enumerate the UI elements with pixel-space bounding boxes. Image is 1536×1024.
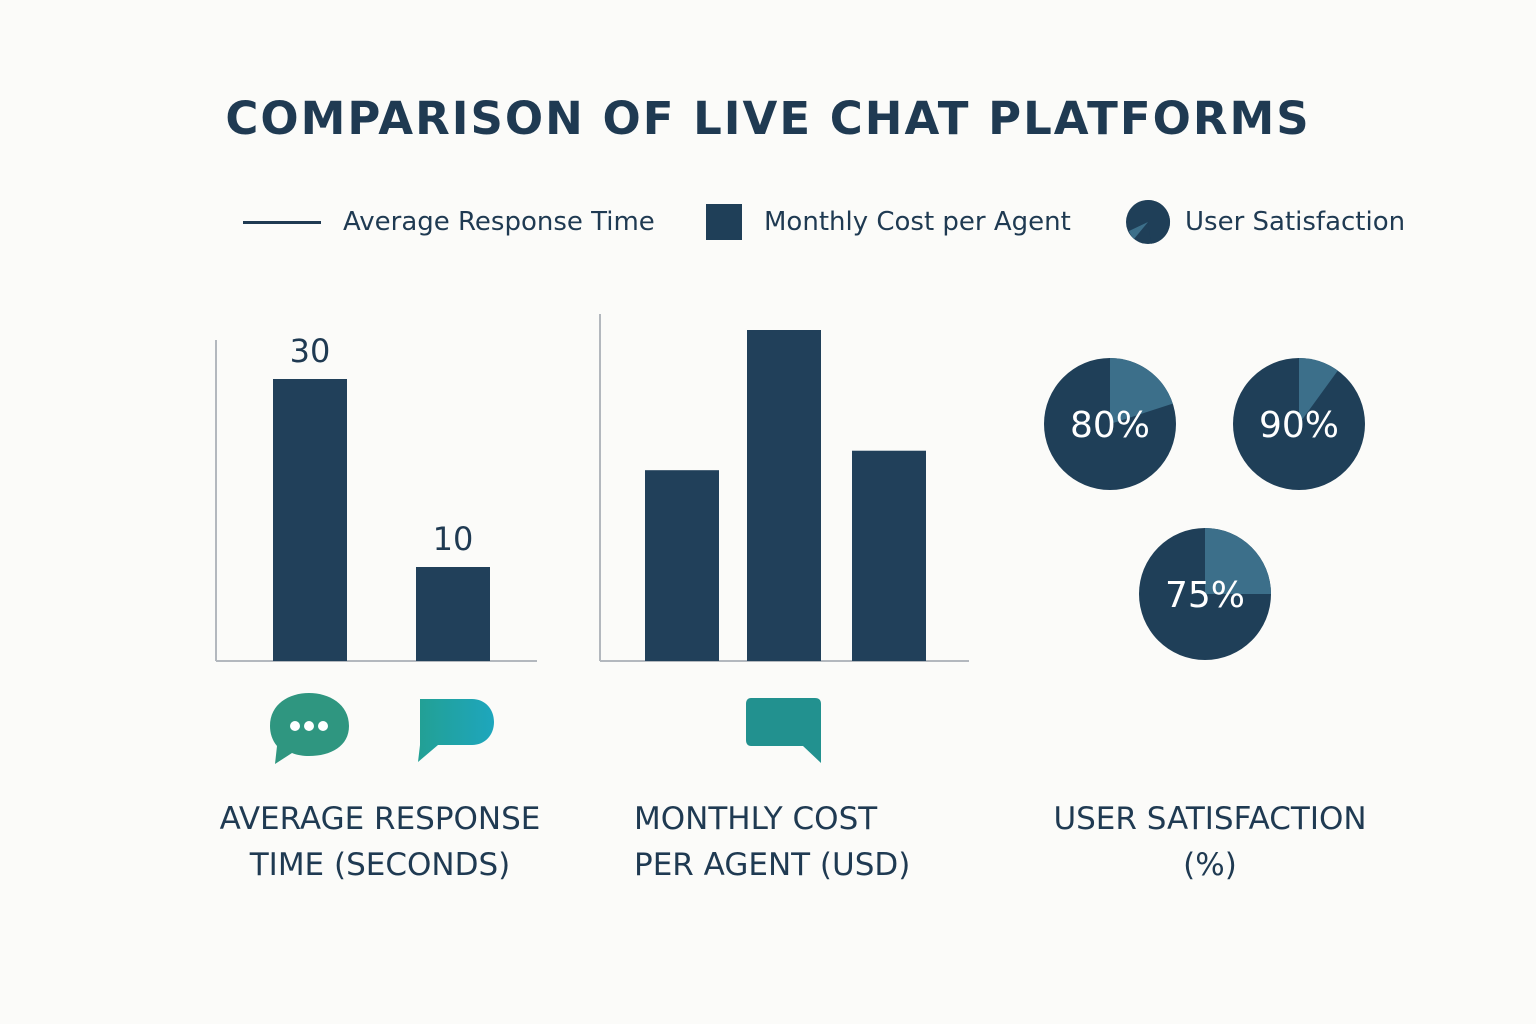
chat-bubble-dots-icon [270, 693, 349, 764]
caption-cost-line2: PER AGENT (USD) [634, 847, 911, 883]
pie-remainder-slice-3 [1205, 528, 1271, 594]
caption-response-line2: TIME (SECONDS) [249, 847, 511, 883]
caption-response-line1: AVERAGE RESPONSE [219, 801, 541, 837]
bar-cost-1 [645, 470, 719, 661]
data-label-response-2: 10 [433, 520, 474, 558]
chat-bubble-icon [418, 699, 494, 762]
bar-cost-2 [747, 330, 821, 661]
caption-cost: MONTHLY COST PER AGENT (USD) [596, 796, 936, 888]
legend-item-satisfaction: User Satisfaction [1125, 198, 1405, 246]
chart-title: COMPARISON OF LIVE CHAT PLATFORMS [225, 92, 1311, 145]
legend-item-cost: Monthly Cost per Agent [706, 198, 1071, 246]
caption-satisfaction-line2: (%) [1183, 847, 1237, 883]
pie-label-2: 90% [1259, 405, 1339, 446]
legend-square-marker [706, 204, 742, 240]
legend: Average Response Time Monthly Cost per A… [0, 198, 1536, 246]
caption-satisfaction-line1: USER SATISFACTION [1053, 801, 1367, 837]
bar-response-2 [416, 567, 490, 661]
legend-label-cost: Monthly Cost per Agent [764, 207, 1071, 237]
pie-remainder-slice-1 [1110, 358, 1173, 424]
caption-response: AVERAGE RESPONSE TIME (SECONDS) [180, 796, 580, 888]
pie-label-3: 75% [1165, 575, 1245, 616]
caption-cost-line1: MONTHLY COST [634, 801, 878, 837]
data-label-response-1: 30 [290, 332, 331, 370]
bar-cost-3 [852, 450, 926, 661]
legend-line-marker [243, 220, 321, 224]
legend-pie-marker [1126, 199, 1171, 244]
chat-bubble-square-icon [746, 698, 821, 763]
legend-label-response: Average Response Time [343, 207, 655, 237]
legend-item-response: Average Response Time [243, 198, 655, 246]
bar-response-1 [273, 379, 347, 661]
caption-satisfaction: USER SATISFACTION (%) [1010, 796, 1410, 888]
pie-remainder-slice-2 [1299, 358, 1338, 424]
pie-label-1: 80% [1070, 405, 1150, 446]
legend-label-satisfaction: User Satisfaction [1185, 207, 1406, 237]
